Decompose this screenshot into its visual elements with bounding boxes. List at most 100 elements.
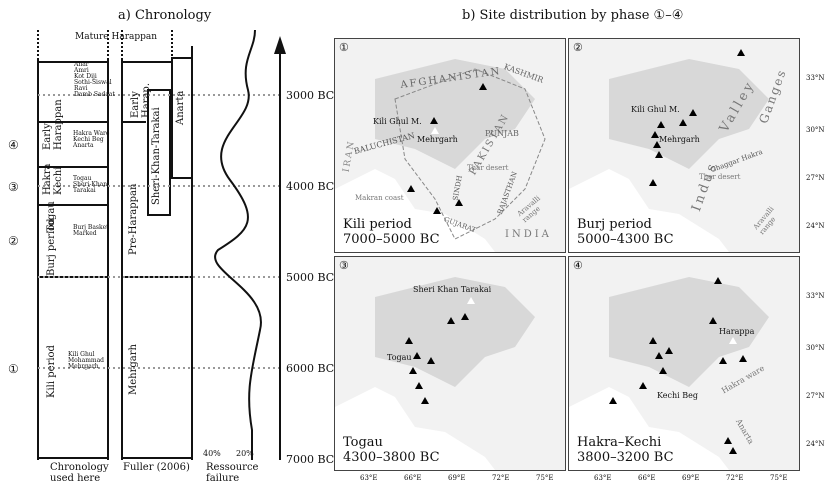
site-marker (679, 119, 687, 126)
period-burj: Burj period (46, 218, 57, 276)
lat-tick-33: 33°N (806, 74, 825, 82)
label-kechi-beg: Kechi Beg (657, 391, 698, 400)
lon-tick-72b: 72°E (726, 474, 744, 482)
map-1-caption: Kili period 7000–5000 BC (343, 217, 440, 247)
lon-tick-75: 75°E (536, 474, 554, 482)
site-marker-open (431, 127, 439, 134)
site-marker (479, 83, 487, 90)
fuller-column-label: Fuller (2006) (123, 462, 190, 473)
time-tick-7000: 7000 BC (286, 453, 335, 466)
site-marker (653, 141, 661, 148)
label-kili-ghul: Kili Ghul M. (373, 117, 422, 126)
map-4-caption-period: Hakra–Kechi (577, 435, 662, 450)
label-makran: Makran coast (355, 194, 404, 202)
map-2-caption: Burj period 5000–4300 BC (577, 217, 674, 247)
lat-tick-27: 27°N (806, 174, 825, 182)
lon-tick-66b: 66°E (638, 474, 656, 482)
label-mehrgarh: Mehrgarh (417, 135, 458, 144)
site-marker (729, 447, 737, 454)
time-tick-4000: 4000 BC (286, 180, 335, 193)
label-harappa: Harappa (719, 327, 755, 336)
lat-tick-30: 30°N (806, 126, 825, 134)
site-marker (659, 367, 667, 374)
resource-tick-40: 40% (203, 449, 221, 458)
map-4-terrain (569, 277, 769, 470)
lat-tick-27b: 27°N (806, 392, 825, 400)
sites-burj: Burj Basket Marked (73, 224, 109, 237)
anarta-label: Anarta (175, 90, 186, 125)
lon-tick-69: 69°E (448, 474, 466, 482)
site-marker (649, 337, 657, 344)
resource-tick-20: 20% (236, 449, 254, 458)
site-marker (689, 109, 697, 116)
chronology-frame (37, 30, 286, 460)
phase-number-4: ④ (8, 138, 19, 152)
resource-column-label: Ressource failure (206, 462, 259, 484)
period-kili: Kili period (46, 345, 57, 398)
map-3-caption-period: Togau (343, 435, 383, 450)
map-burj-period: ② Kili Ghul M. Mehrgarh Indus Valley Gan… (568, 38, 800, 253)
phase-number-1: ① (8, 362, 19, 376)
map-3-number: ③ (339, 259, 349, 272)
site-marker (639, 382, 647, 389)
lon-tick-75b: 75°E (770, 474, 788, 482)
time-tick-3000: 3000 BC (286, 89, 335, 102)
chronology-title: a) Chronology (118, 8, 212, 23)
lon-tick-63: 63°E (360, 474, 378, 482)
label-togau: Togau (387, 353, 412, 362)
site-marker (657, 121, 665, 128)
chronology-column-label: Chronology used here (50, 462, 109, 484)
lon-tick-72: 72°E (492, 474, 510, 482)
map-togau: ③ Sheri Khan Tarakai Togau Togau 4300–38… (334, 256, 566, 471)
site-marker (739, 355, 747, 362)
site-marker (415, 382, 423, 389)
site-marker-open (729, 337, 737, 344)
site-marker (455, 199, 463, 206)
site-marker (719, 357, 727, 364)
label-mehrgarh-2: Mehrgarh (659, 135, 700, 144)
map-4-number: ④ (573, 259, 583, 272)
map-2-caption-period: Burj period (577, 217, 652, 232)
sheri-khan-tarakai-label: Sheri-Khan-Tarakai (151, 107, 162, 205)
map-4-caption-dates: 3800–3200 BC (577, 450, 674, 465)
site-marker (427, 357, 435, 364)
maps-title: b) Site distribution by phase ①–④ (462, 8, 684, 23)
site-marker (407, 185, 415, 192)
site-marker (461, 313, 469, 320)
time-tick-5000: 5000 BC (286, 271, 335, 284)
fuller-mehrgarh: Mehrgarh (128, 344, 139, 395)
lon-tick-69b: 69°E (682, 474, 700, 482)
map-3-caption: Togau 4300–3800 BC (343, 435, 440, 465)
label-kili-ghul-2: Kili Ghul M. (631, 105, 680, 114)
site-marker (737, 49, 745, 56)
label-sheri-khan: Sheri Khan Tarakai (413, 285, 492, 294)
lat-tick-24: 24°N (806, 222, 825, 230)
map-1-caption-dates: 7000–5000 BC (343, 232, 440, 247)
lat-tick-24b: 24°N (806, 440, 825, 448)
site-marker (409, 367, 417, 374)
label-thar: Thar desert (467, 164, 509, 172)
site-marker (651, 131, 659, 138)
site-marker (447, 317, 455, 324)
sites-togau: Togau Sheri-Khan- Tarakai (73, 175, 110, 194)
time-tick-6000: 6000 BC (286, 362, 335, 375)
sites-hakra-kechi: Hakra Ware Kechi Beg Anarta (73, 130, 110, 149)
map-2-number: ② (573, 41, 583, 54)
map-4-caption: Hakra–Kechi 3800–3200 BC (577, 435, 674, 465)
map-3-terrain (335, 277, 535, 470)
label-india: INDIA (505, 229, 552, 240)
site-marker-open (467, 297, 475, 304)
lat-tick-30b: 30°N (806, 344, 825, 352)
map-2-caption-dates: 5000–4300 BC (577, 232, 674, 247)
site-marker (724, 437, 732, 444)
site-marker (665, 347, 673, 354)
site-marker (413, 352, 421, 359)
lon-tick-63b: 63°E (594, 474, 612, 482)
map-1-number: ① (339, 41, 349, 54)
period-early-harappan: Early Harappan (42, 99, 64, 150)
lat-tick-33b: 33°N (806, 292, 825, 300)
site-marker (433, 207, 441, 214)
map-3-caption-dates: 4300–3800 BC (343, 450, 440, 465)
map-hakra-kechi: ④ Harappa Kechi Beg Hakra ware Anarta Ha… (568, 256, 800, 471)
map-1-terrain (335, 59, 546, 252)
